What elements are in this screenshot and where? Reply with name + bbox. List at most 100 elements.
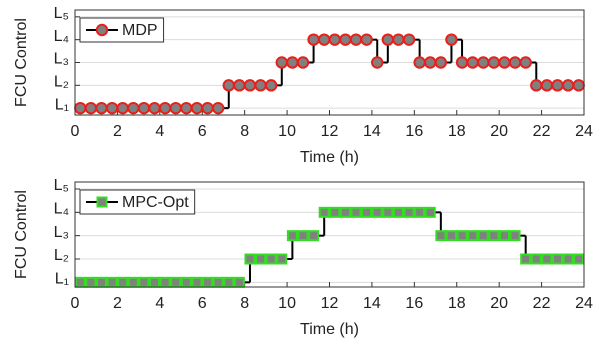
x-tick-label: 20 xyxy=(490,123,508,140)
marker xyxy=(562,253,574,265)
legend-label: MPC-Opt xyxy=(122,194,189,211)
marker xyxy=(551,79,564,92)
x-tick-label: 14 xyxy=(363,123,381,140)
marker xyxy=(371,206,383,218)
y-tick-label: L₁ xyxy=(55,271,69,288)
marker xyxy=(127,276,139,288)
axes-frame xyxy=(74,181,585,288)
marker xyxy=(317,33,331,46)
marker xyxy=(148,101,161,115)
x-tick-label: 22 xyxy=(533,123,551,140)
marker xyxy=(296,56,310,69)
marker xyxy=(138,276,150,288)
marker xyxy=(180,101,193,115)
marker xyxy=(381,33,395,46)
y-tick-label: L₄ xyxy=(54,201,69,218)
marker xyxy=(371,56,384,69)
x-tick-label: 6 xyxy=(198,295,207,312)
x-tick-label: 8 xyxy=(240,295,249,312)
x-axis-label: Time (h) xyxy=(300,321,359,338)
x-tick-label: 16 xyxy=(405,123,423,140)
marker xyxy=(339,33,352,46)
x-tick-label: 2 xyxy=(113,295,122,312)
x-tick-label: 18 xyxy=(448,295,466,312)
y-tick-label: L₄ xyxy=(54,28,69,45)
marker xyxy=(541,253,553,265)
marker xyxy=(498,56,511,69)
marker xyxy=(445,230,457,242)
marker xyxy=(508,56,522,69)
x-tick-label: 6 xyxy=(198,123,207,140)
marker xyxy=(127,101,140,115)
x-tick-label: 18 xyxy=(448,123,466,140)
marker xyxy=(158,101,172,115)
marker xyxy=(520,253,532,265)
marker xyxy=(222,79,235,92)
marker xyxy=(223,276,235,288)
marker xyxy=(561,79,575,92)
marker xyxy=(424,206,436,218)
marker xyxy=(116,101,129,115)
y-tick-label: L₂ xyxy=(54,247,69,264)
x-tick-label: 12 xyxy=(321,295,339,312)
marker xyxy=(286,56,299,69)
marker xyxy=(477,230,489,242)
marker xyxy=(349,33,363,46)
marker xyxy=(159,276,171,288)
y-axis-label: FCU Control xyxy=(13,18,30,107)
x-tick-label: 8 xyxy=(240,123,249,140)
marker xyxy=(382,206,394,218)
marker xyxy=(361,206,373,218)
marker xyxy=(318,206,330,218)
x-tick-label: 10 xyxy=(278,295,296,312)
marker xyxy=(519,56,532,69)
marker xyxy=(202,276,214,288)
marker xyxy=(233,276,245,288)
marker xyxy=(307,33,320,46)
marker xyxy=(530,79,543,92)
marker xyxy=(233,79,246,92)
marker xyxy=(466,56,479,69)
marker xyxy=(498,230,510,242)
marker xyxy=(308,230,320,242)
marker xyxy=(74,101,87,115)
marker xyxy=(84,101,98,115)
marker xyxy=(402,33,416,46)
marker xyxy=(275,56,288,69)
x-tick-label: 2 xyxy=(113,123,122,140)
marker xyxy=(212,276,224,288)
x-tick-label: 0 xyxy=(71,123,80,140)
marker xyxy=(551,253,563,265)
marker xyxy=(265,253,277,265)
marker xyxy=(487,56,501,69)
marker xyxy=(540,79,554,92)
y-axis-label: FCU Control xyxy=(13,190,30,279)
x-tick-label: 22 xyxy=(533,295,551,312)
marker xyxy=(434,56,448,69)
marker xyxy=(455,56,469,69)
marker xyxy=(169,101,182,115)
marker xyxy=(106,276,118,288)
y-tick-label: L₁ xyxy=(55,96,69,113)
marker xyxy=(413,56,426,69)
marker xyxy=(414,206,426,218)
marker xyxy=(573,253,585,265)
axes-frame xyxy=(74,9,585,116)
marker xyxy=(403,206,415,218)
plot-area xyxy=(74,206,585,288)
y-tick-label: L₃ xyxy=(54,224,69,241)
marker xyxy=(74,276,86,288)
marker xyxy=(572,79,585,92)
marker xyxy=(96,276,108,288)
marker xyxy=(255,253,267,265)
marker xyxy=(392,33,405,46)
marker xyxy=(488,230,500,242)
x-tick-label: 14 xyxy=(363,295,381,312)
marker xyxy=(477,56,490,69)
legend-label: MDP xyxy=(122,22,158,39)
marker xyxy=(191,276,203,288)
marker xyxy=(201,101,214,115)
y-tick-label: L₃ xyxy=(54,51,69,68)
marker xyxy=(95,101,108,115)
